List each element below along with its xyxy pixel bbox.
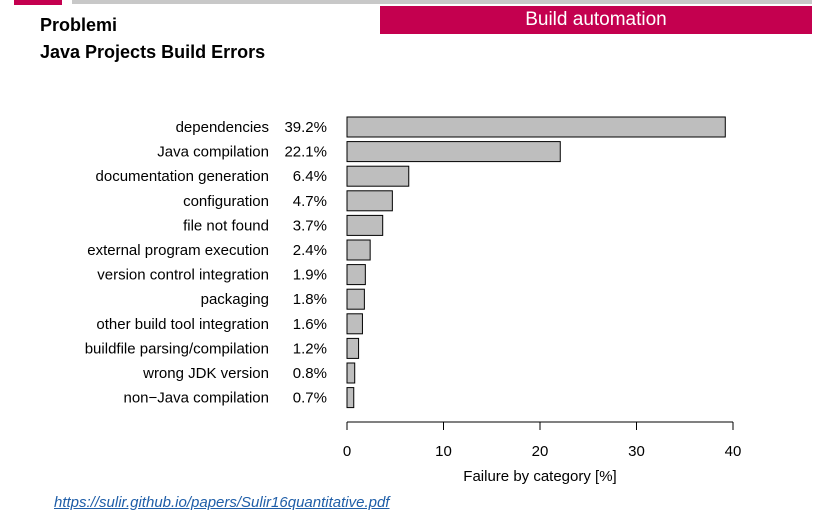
value-label: 1.2% xyxy=(293,340,327,357)
category-label: non−Java compilation xyxy=(123,390,269,407)
bar xyxy=(346,362,356,384)
value-label: 0.7% xyxy=(293,390,327,407)
top-rule xyxy=(72,0,812,4)
value-label: 1.6% xyxy=(293,316,327,333)
value-labels: 39.2% 22.1% 6.4% 4.7% 3.7% 2.4% 1.9% 1.8% 1.6% 1.… xyxy=(284,119,327,407)
value-label: 6.4% xyxy=(293,168,327,185)
bar xyxy=(346,214,384,236)
slide-title: Java Projects Build Errors xyxy=(40,42,266,62)
bar xyxy=(346,313,363,335)
x-tick-label: 10 xyxy=(435,443,452,460)
category-label: packaging xyxy=(201,291,269,308)
value-label: 2.4% xyxy=(293,242,327,259)
category-label: configuration xyxy=(183,193,269,210)
category-label: Java compilation xyxy=(157,144,269,161)
bar xyxy=(346,190,393,212)
value-label: 1.8% xyxy=(293,291,327,308)
bar xyxy=(346,141,561,163)
category-labels: dependencies Java compilation documentatio… xyxy=(85,119,269,407)
category-label: dependencies xyxy=(176,119,269,136)
category-label: external program execution xyxy=(87,242,269,259)
category-label: documentation generation xyxy=(96,168,269,185)
value-label: 39.2% xyxy=(284,119,327,136)
x-tick-label: 20 xyxy=(532,443,549,460)
source-link[interactable]: https://sulir.github.io/papers/Sulir16qu… xyxy=(54,494,390,511)
banner-label: Build automation xyxy=(525,9,667,30)
section-title: Problemi xyxy=(40,15,118,35)
category-label: buildfile parsing/compilation xyxy=(85,340,269,357)
x-tick-label: 0 xyxy=(343,443,351,460)
title-block: Problemi Java Projects Build Errors xyxy=(40,12,265,66)
x-tick-label: 40 xyxy=(725,443,742,460)
bar xyxy=(346,387,355,409)
x-axis-label: Failure by category [%] xyxy=(463,468,616,485)
bar xyxy=(346,264,366,286)
value-label: 22.1% xyxy=(284,144,327,161)
x-axis: 0 10 20 30 40 xyxy=(343,421,742,460)
category-label: other build tool integration xyxy=(96,316,269,333)
x-tick-label: 30 xyxy=(628,443,645,460)
bar xyxy=(346,165,410,187)
bar xyxy=(346,116,726,138)
value-label: 3.7% xyxy=(293,217,327,234)
section-banner: Build automation xyxy=(380,6,812,34)
top-rule-accent xyxy=(14,0,62,5)
value-label: 0.8% xyxy=(293,365,327,382)
bars-group xyxy=(346,116,726,409)
category-label: file not found xyxy=(183,217,269,234)
value-label: 4.7% xyxy=(293,193,327,210)
bar xyxy=(346,288,365,310)
bar xyxy=(346,337,360,359)
bar xyxy=(346,239,371,261)
category-label: wrong JDK version xyxy=(142,365,269,382)
value-label: 1.9% xyxy=(293,267,327,284)
category-label: version control integration xyxy=(97,267,269,284)
